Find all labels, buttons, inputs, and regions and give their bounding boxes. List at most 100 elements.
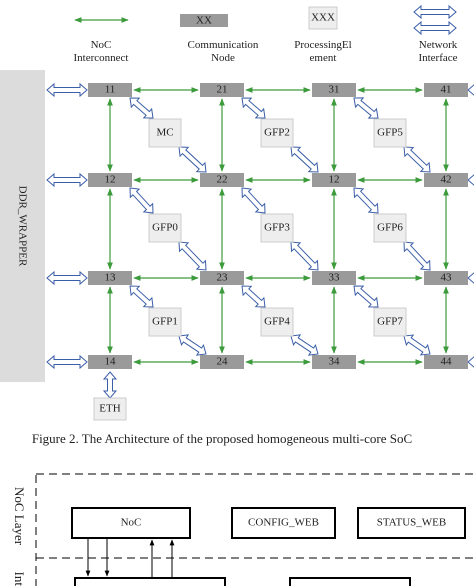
processing-element	[148, 213, 182, 243]
processing-element	[260, 213, 294, 243]
network-interface	[178, 146, 207, 173]
network-interface	[467, 272, 474, 284]
eth-box	[93, 397, 127, 421]
network-interface	[129, 187, 154, 214]
network-interface	[46, 82, 88, 98]
legend-pe	[308, 6, 338, 30]
communication-node	[424, 173, 468, 187]
communication-node	[200, 83, 244, 97]
legend-symbol: XXX	[311, 12, 335, 24]
processing-element	[373, 118, 407, 148]
lower-box	[289, 577, 411, 586]
communication-node	[312, 83, 356, 97]
network-interface	[290, 334, 319, 356]
legend-node	[180, 14, 228, 27]
node-label: 31	[329, 84, 340, 96]
network-interface	[178, 241, 207, 271]
network-interface	[46, 172, 88, 188]
node-label: 44	[441, 356, 453, 368]
processing-element	[148, 307, 182, 337]
communication-node	[200, 173, 244, 187]
communication-node	[88, 173, 132, 187]
communication-node	[200, 271, 244, 285]
processing-element	[373, 307, 407, 337]
node-label: 12	[329, 174, 340, 186]
legend-label: NoC Interconnect	[74, 39, 129, 64]
node-label: 34	[329, 356, 341, 368]
network-interface	[46, 354, 88, 370]
processing-element	[148, 118, 182, 148]
node-label: 21	[217, 84, 228, 96]
network-interface	[467, 174, 474, 186]
node-label: 43	[441, 272, 453, 284]
layer-box	[231, 507, 336, 539]
processing-element	[373, 213, 407, 243]
communication-node	[200, 355, 244, 369]
pe-label: GFP1	[152, 316, 178, 328]
network-interface	[129, 97, 154, 119]
pe-label: GFP3	[264, 222, 290, 234]
communication-node	[88, 355, 132, 369]
legend-label: Communication Node	[188, 39, 259, 64]
node-label: 14	[105, 356, 117, 368]
pe-label: MC	[156, 127, 173, 139]
eth-label: ETH	[99, 403, 120, 415]
node-label: 33	[329, 272, 341, 284]
network-interface	[290, 146, 319, 173]
network-interface	[102, 371, 118, 399]
communication-node	[424, 271, 468, 285]
network-interface	[353, 285, 379, 308]
noc-layer-label: NoC Layer	[12, 487, 27, 546]
layer-box-label: CONFIG_WEB	[248, 517, 319, 529]
node-label: 23	[217, 272, 229, 284]
network-interface	[467, 356, 474, 368]
layer-box	[71, 507, 191, 539]
ddr-wrapper	[0, 70, 45, 382]
network-interface	[241, 285, 266, 308]
network-interface	[413, 20, 457, 36]
ddr-label: DDR_WRAPPER	[16, 186, 28, 267]
network-interface	[403, 146, 431, 173]
network-interface	[467, 84, 474, 96]
layer-box-label: NoC	[121, 517, 142, 529]
node-label: 42	[441, 174, 452, 186]
processing-element	[260, 118, 294, 148]
communication-node	[424, 355, 468, 369]
pe-label: GFP5	[377, 127, 403, 139]
legend-symbol: XX	[196, 15, 212, 27]
communication-node	[88, 271, 132, 285]
pe-label: GFP4	[264, 316, 290, 328]
layer-box-label: STATUS_WEB	[377, 517, 446, 529]
communication-node	[312, 355, 356, 369]
pe-label: GFP2	[264, 127, 290, 139]
interface-layer-label: Int	[12, 572, 27, 586]
pe-label: GFP7	[377, 316, 403, 328]
network-interface	[241, 187, 266, 214]
network-interface	[46, 270, 88, 286]
node-label: 12	[105, 174, 116, 186]
processing-element	[260, 307, 294, 337]
network-interface	[403, 241, 431, 271]
node-label: 13	[105, 272, 117, 284]
caption: Figure 2. The Architecture of the propos…	[32, 431, 412, 446]
layer-box	[357, 507, 466, 539]
communication-node	[88, 83, 132, 97]
network-interface	[413, 4, 457, 20]
network-interface	[241, 97, 266, 119]
network-interface	[129, 285, 154, 308]
communication-node	[312, 173, 356, 187]
communication-node	[424, 83, 468, 97]
lower-box	[74, 577, 226, 586]
network-interface	[178, 334, 207, 356]
network-interface	[353, 187, 379, 214]
network-interface	[290, 241, 319, 271]
communication-node	[312, 271, 356, 285]
node-label: 22	[217, 174, 228, 186]
legend-label: ProcessingEl ement	[294, 39, 351, 64]
network-interface	[353, 97, 379, 119]
pe-label: GFP0	[152, 222, 178, 234]
node-label: 11	[105, 84, 116, 96]
pe-label: GFP6	[377, 222, 403, 234]
node-label: 41	[441, 84, 452, 96]
